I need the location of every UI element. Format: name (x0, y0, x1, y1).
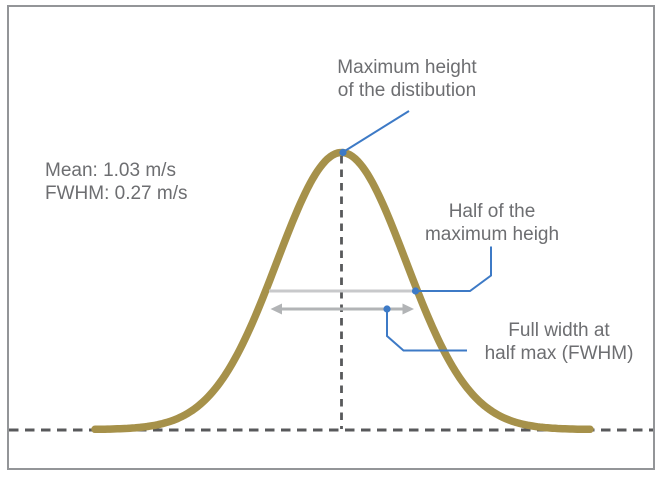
label-max-height-line2: of the distibution (337, 79, 477, 101)
label-half-max-line1: Half of the (448, 201, 536, 222)
fwhm-value-text: FWHM: 0.27 m/s (45, 182, 188, 204)
label-half-max-line2: maximum heigh (424, 223, 560, 245)
fwhm-connector-line (386, 311, 467, 352)
fwhm-marker-dot (383, 305, 391, 313)
mean-value-text: Mean: 1.03 m/s (45, 160, 176, 181)
fwhm-arrowhead-right-icon (402, 303, 414, 315)
label-fwhm-line2: half max (FWHM) (484, 342, 634, 364)
label-max-height: Maximum height of the distibution (337, 57, 476, 102)
fwhm-arrowhead-left-icon (270, 303, 282, 315)
label-fwhm-line1: Full width at (508, 320, 610, 341)
max-height-connector-line (343, 110, 410, 153)
label-half-max: Half of the maximum heigh (425, 201, 559, 246)
stats-block: Mean: 1.03 m/s FWHM: 0.27 m/s (45, 160, 188, 205)
peak-marker-dot (339, 148, 347, 157)
half-max-connector-line (417, 246, 492, 292)
half-max-marker-dot (411, 287, 420, 295)
label-fwhm: Full width at half max (FWHM) (485, 320, 634, 365)
label-max-height-line1: Maximum height (337, 57, 477, 78)
figure-frame (7, 5, 655, 470)
